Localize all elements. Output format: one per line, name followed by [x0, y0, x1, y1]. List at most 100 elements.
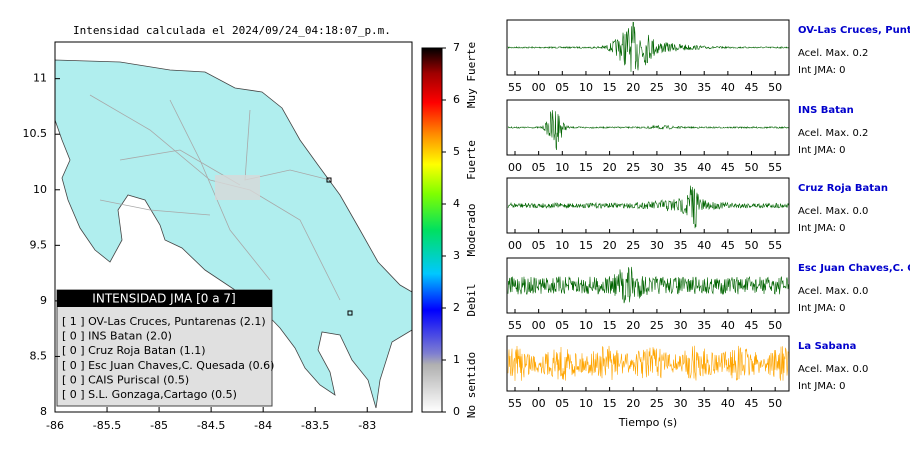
waveform: [507, 266, 789, 304]
map-title: Intensidad calculada el 2024/09/24_04:18…: [73, 24, 391, 37]
colorbar-label: Fuerte: [465, 140, 478, 180]
time-tick-label: 30: [674, 81, 688, 94]
colorbar-tick-label: 2: [453, 301, 460, 314]
waveform-panel: [506, 257, 790, 314]
legend-item: [ 0 ] Cruz Roja Batan (1.1): [62, 344, 206, 357]
y-tick-label: 10: [33, 183, 47, 196]
x-tick-label: -83.5: [301, 419, 329, 432]
legend: INTENSIDAD JMA [0 a 7] [ 1 ] OV-Las Cruc…: [56, 289, 274, 407]
legend-item: [ 1 ] OV-Las Cruces, Puntarenas (2.1): [62, 315, 266, 328]
y-tick-label: 8.5: [30, 349, 48, 362]
y-tick-label: 11: [33, 72, 47, 85]
time-tick-label: 15: [603, 319, 617, 332]
waveform: [507, 185, 789, 229]
x-tick-label: -86: [46, 419, 64, 432]
time-tick-label: 15: [603, 81, 617, 94]
station-accel: Acel. Max. 0.2: [798, 128, 868, 139]
station-name: INS Batan: [798, 105, 854, 116]
time-tick-label: 00: [532, 81, 546, 94]
time-tick-label: 25: [650, 319, 664, 332]
time-tick-label: 50: [768, 319, 782, 332]
time-tick-label: 00: [508, 161, 522, 174]
time-tick-label: 05: [555, 319, 569, 332]
time-tick-label: 10: [555, 161, 569, 174]
time-tick-label: 20: [626, 81, 640, 94]
y-tick-label: 9: [40, 294, 47, 307]
time-tick-label: 20: [603, 161, 617, 174]
time-tick-label: 05: [555, 397, 569, 410]
time-tick-label: 15: [579, 161, 593, 174]
colorbar-label: Debil: [465, 283, 478, 316]
waveform-panel: [506, 335, 790, 392]
colorbar-tick-label: 7: [453, 41, 460, 54]
time-tick-label: 35: [674, 161, 688, 174]
time-tick-label: 55: [768, 161, 782, 174]
time-tick-label: 30: [674, 397, 688, 410]
station-accel: Acel. Max. 0.0: [798, 206, 868, 217]
time-tick-label: 50: [768, 397, 782, 410]
waveform: [507, 21, 789, 72]
time-tick-label: 25: [650, 397, 664, 410]
time-tick-label: 50: [745, 239, 759, 252]
station-int: Int JMA: 0: [798, 145, 846, 156]
colorbar-tick-label: 0: [453, 405, 460, 418]
colorbar-label: No sentido: [465, 352, 478, 418]
waveform: [507, 110, 789, 151]
time-tick-label: 45: [721, 161, 735, 174]
station-int: Int JMA: 0: [798, 65, 846, 76]
colorbar-tick-label: 6: [453, 93, 460, 106]
time-tick-label: 35: [697, 81, 711, 94]
time-tick-label: 05: [532, 239, 546, 252]
map-frame: [54, 41, 413, 413]
time-tick-label: 50: [768, 81, 782, 94]
time-tick-label: 30: [674, 319, 688, 332]
time-tick-label: 10: [579, 81, 593, 94]
waveform: [507, 345, 789, 381]
time-tick-label: 35: [697, 319, 711, 332]
colorbar-label: Moderado: [465, 204, 478, 257]
station-int: Int JMA: 0: [798, 303, 846, 314]
time-tick-label: 45: [745, 319, 759, 332]
time-tick-label: 40: [697, 239, 711, 252]
time-tick-label: 25: [626, 161, 640, 174]
time-tick-label: 50: [745, 161, 759, 174]
legend-item: [ 0 ] Esc Juan Chaves,C. Quesada (0.6): [62, 359, 274, 372]
time-tick-label: 40: [721, 397, 735, 410]
station-accel: Acel. Max. 0.0: [798, 286, 868, 297]
time-tick-label: 15: [603, 397, 617, 410]
colorbar: [421, 47, 443, 413]
station-name: La Sabana: [798, 341, 856, 352]
time-tick-label: 55: [508, 397, 522, 410]
time-tick-label: 00: [532, 397, 546, 410]
station-int: Int JMA: 0: [798, 223, 846, 234]
station-int: Int JMA: 0: [798, 381, 846, 392]
colorbar-tick-label: 4: [453, 197, 460, 210]
time-tick-label: 55: [508, 81, 522, 94]
time-tick-label: 45: [745, 397, 759, 410]
legend-item: [ 0 ] CAIS Puriscal (0.5): [62, 373, 189, 386]
time-tick-label: 15: [579, 239, 593, 252]
x-tick-label: -85: [150, 419, 168, 432]
time-tick-label: 10: [579, 319, 593, 332]
y-tick-label: 9.5: [30, 238, 48, 251]
time-tick-label: 05: [532, 161, 546, 174]
legend-item: [ 0 ] INS Batan (2.0): [62, 330, 172, 343]
x-tick-label: -84: [254, 419, 272, 432]
time-tick-label: 35: [674, 239, 688, 252]
colorbar-tick-label: 5: [453, 145, 460, 158]
legend-item: [ 0 ] S.L. Gonzaga,Cartago (0.5): [62, 388, 237, 401]
time-tick-label: 35: [697, 397, 711, 410]
time-tick-label: 30: [650, 239, 664, 252]
station-name: OV-Las Cruces, Puntar: [798, 25, 910, 36]
time-tick-label: 40: [697, 161, 711, 174]
time-tick-label: 00: [532, 319, 546, 332]
x-tick-label: -85.5: [93, 419, 121, 432]
time-tick-label: 05: [555, 81, 569, 94]
time-tick-label: 25: [650, 81, 664, 94]
time-tick-label: 55: [508, 319, 522, 332]
time-tick-label: 20: [626, 319, 640, 332]
time-tick-label: 20: [626, 397, 640, 410]
x-tick-label: -83: [358, 419, 376, 432]
time-tick-label: 30: [650, 161, 664, 174]
station-name: Cruz Roja Batan: [798, 183, 888, 194]
